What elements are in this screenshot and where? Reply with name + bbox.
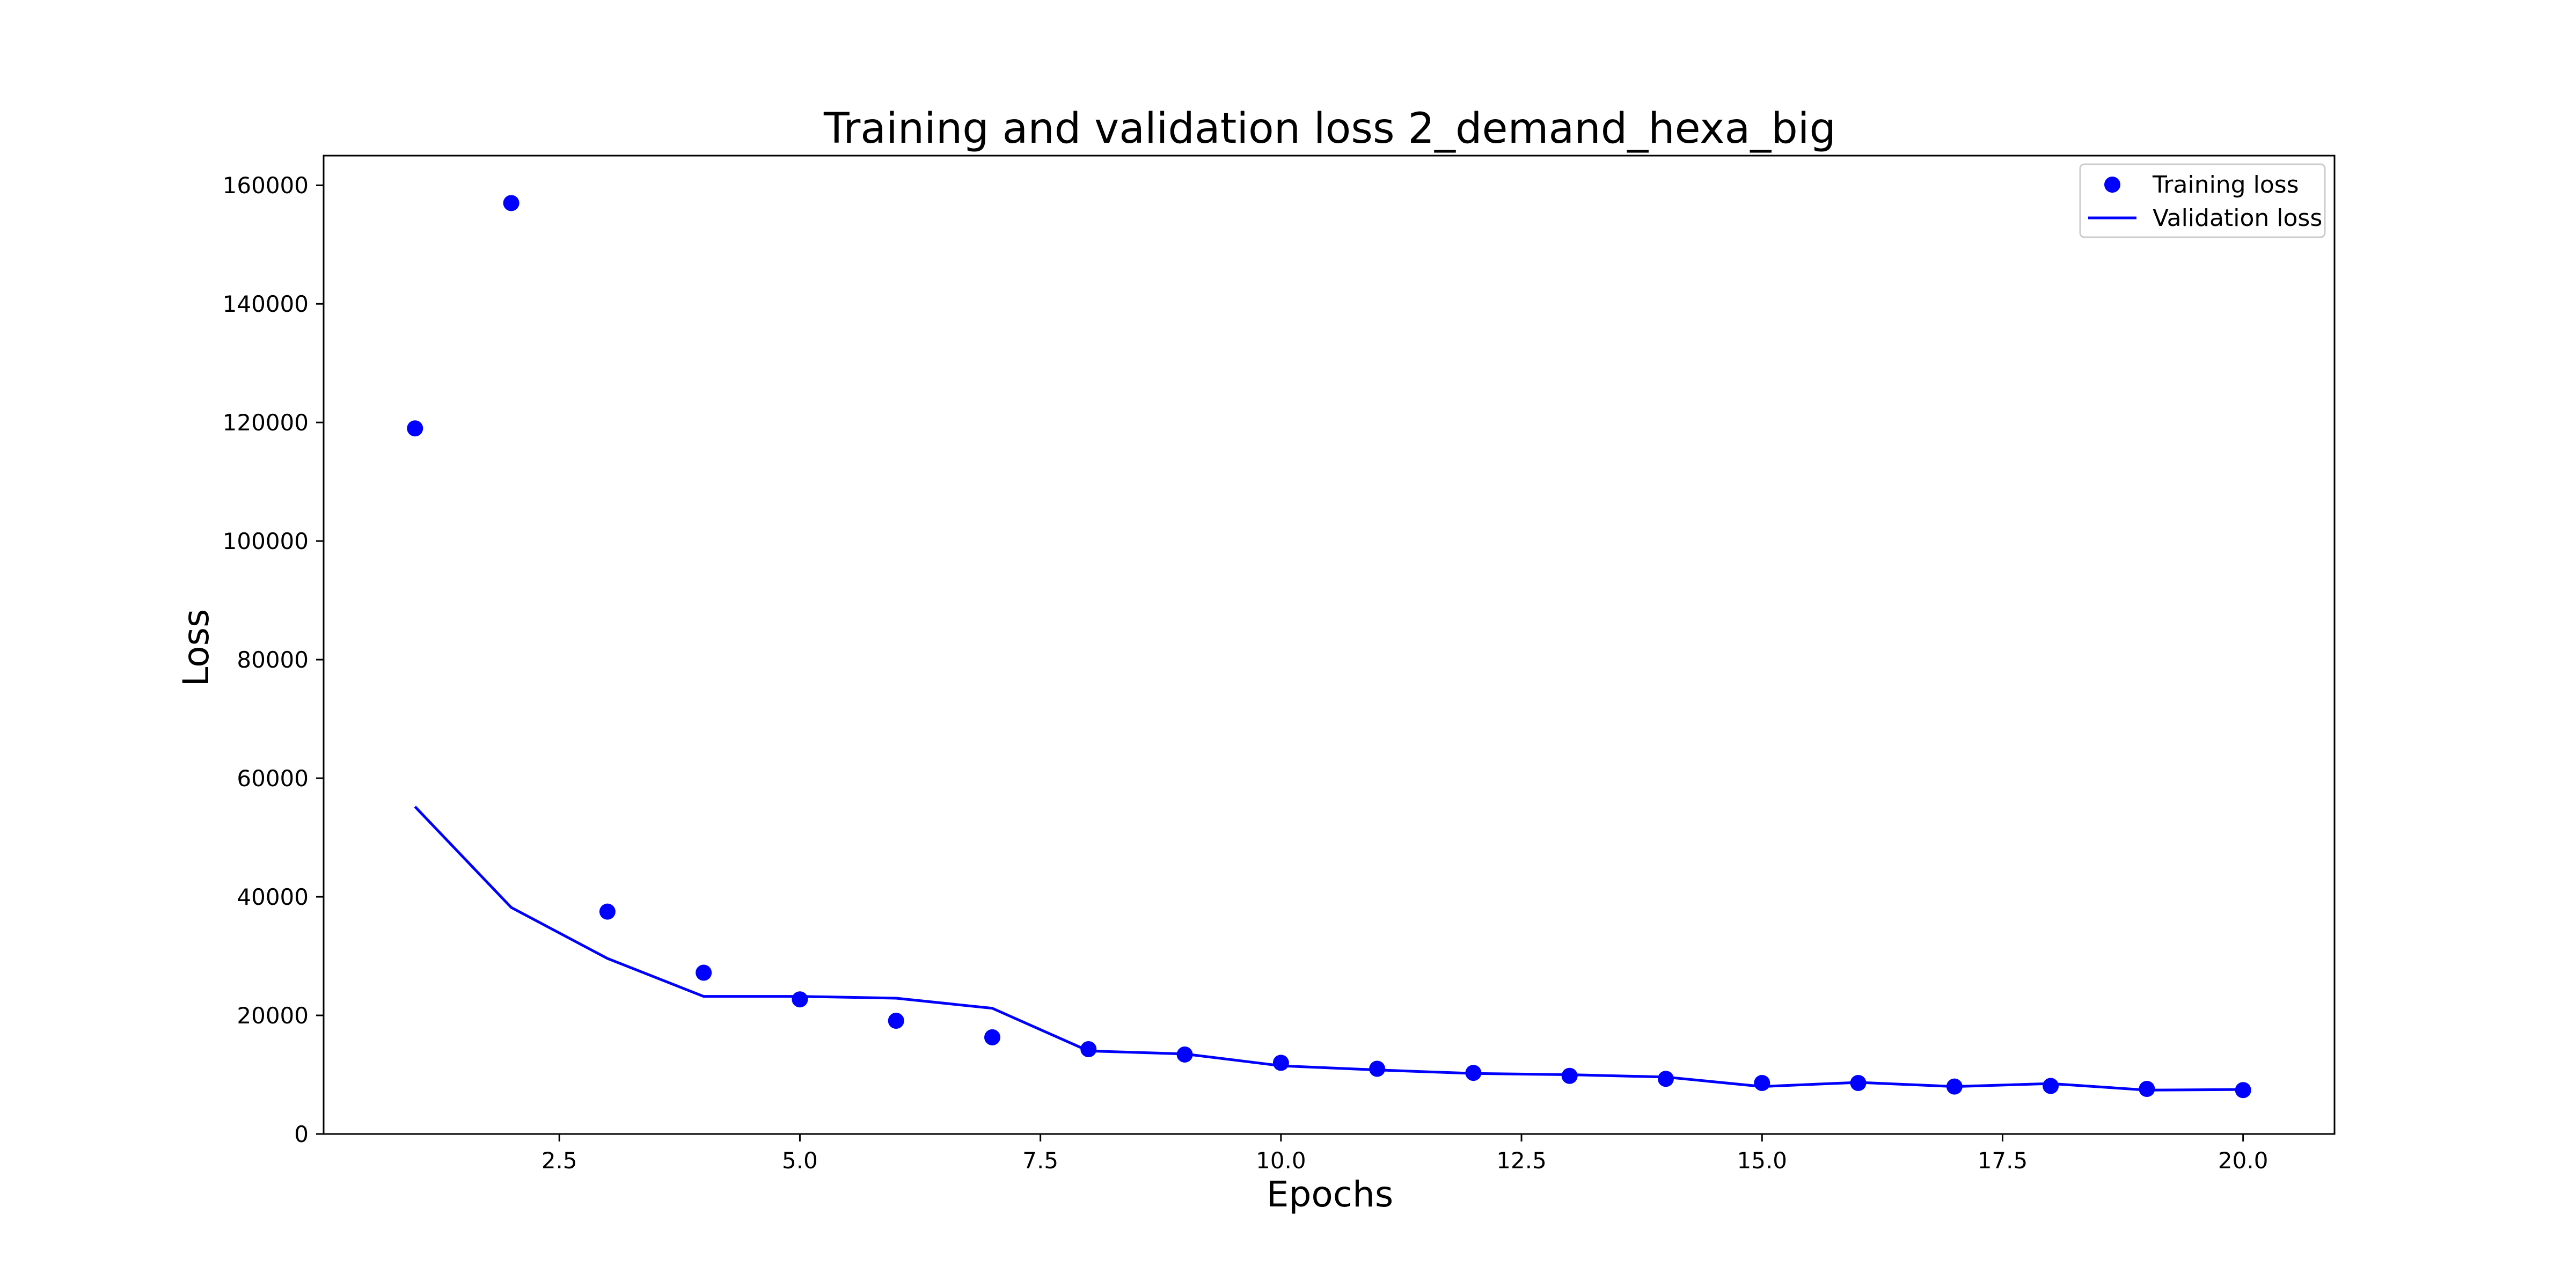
training-loss-point: [1080, 1041, 1097, 1058]
training-loss-point: [503, 195, 519, 211]
legend-label: Validation loss: [2153, 204, 2322, 232]
training-loss-point: [2139, 1081, 2155, 1097]
validation-loss-line: [414, 806, 2243, 1092]
training-loss-point: [407, 420, 423, 437]
training-loss-point: [1754, 1074, 1770, 1091]
legend-box: [2079, 163, 2326, 238]
training-loss-point: [2043, 1078, 2059, 1094]
training-loss-point: [1176, 1046, 1193, 1063]
training-loss-point: [1465, 1065, 1482, 1081]
training-loss-point: [2235, 1082, 2251, 1099]
plot-frame: [323, 155, 2336, 1135]
y-tick-label: 0: [294, 1121, 309, 1147]
training-loss-point: [599, 903, 616, 920]
training-loss-point: [792, 991, 808, 1008]
y-tick-label: 80000: [237, 647, 309, 673]
x-tick-label: 7.5: [1022, 1147, 1058, 1174]
training-loss-point: [1369, 1060, 1386, 1077]
data-layer: [407, 195, 2251, 1099]
training-loss-point: [1850, 1074, 1867, 1091]
training-loss-point: [1946, 1078, 1963, 1095]
ticks-layer: 2.5 5.0 7.5 10.0 12.5 15.0 17.5 20.0 0 20000 40000…: [223, 172, 2268, 1174]
legend-marker-training: [2104, 177, 2120, 193]
training-loss-point: [984, 1029, 1001, 1045]
x-tick-label: 17.5: [1978, 1147, 2028, 1174]
y-tick-label: 160000: [223, 172, 309, 199]
training-loss-point: [888, 1012, 904, 1029]
chart-title: Training and validation loss 2_demand_he…: [823, 105, 1836, 153]
x-tick-label: 5.0: [782, 1147, 818, 1174]
y-tick-label: 140000: [223, 291, 309, 317]
y-tick-label: 120000: [223, 409, 309, 436]
legend-label: Training loss: [2152, 171, 2299, 199]
y-tick-label: 100000: [223, 528, 309, 554]
x-tick-label: 15.0: [1737, 1147, 1788, 1174]
legend: Training loss Validation loss: [2079, 163, 2326, 238]
x-tick-label: 20.0: [2218, 1147, 2268, 1174]
y-axis-label: Loss: [175, 609, 217, 687]
y-tick-label: 40000: [237, 884, 309, 910]
y-tick-label: 20000: [237, 1002, 309, 1029]
x-tick-label: 12.5: [1496, 1147, 1547, 1174]
x-tick-label: 2.5: [541, 1147, 577, 1174]
training-loss-point: [1272, 1055, 1289, 1071]
x-axis-label: Epochs: [1267, 1174, 1393, 1215]
training-loss-point: [1657, 1071, 1674, 1087]
training-loss-point: [696, 964, 712, 981]
x-tick-label: 10.0: [1256, 1147, 1306, 1174]
training-loss-point: [1561, 1067, 1578, 1084]
y-tick-label: 60000: [237, 765, 309, 792]
